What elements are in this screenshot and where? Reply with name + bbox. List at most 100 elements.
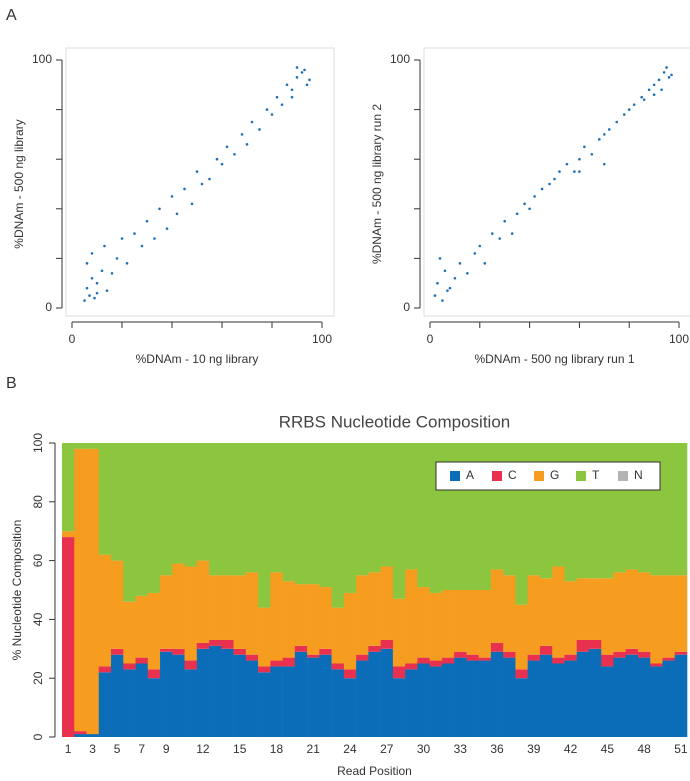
bar-segment xyxy=(490,651,504,737)
point xyxy=(305,83,309,87)
bar-segment xyxy=(368,572,381,646)
point xyxy=(490,232,494,235)
bar-segment xyxy=(172,648,185,655)
point xyxy=(250,120,254,124)
bar-segment xyxy=(160,651,173,737)
legend-swatch xyxy=(576,471,586,481)
bar-segment xyxy=(417,587,430,658)
point xyxy=(640,95,643,99)
y-tick-label: 80 xyxy=(31,495,45,509)
point xyxy=(88,294,91,297)
legend-swatch xyxy=(534,471,544,481)
point xyxy=(280,103,284,106)
bar-segment xyxy=(147,678,161,737)
bar-segment xyxy=(270,443,283,573)
point xyxy=(190,202,194,206)
point xyxy=(652,93,656,97)
bar-segment xyxy=(258,666,271,673)
point xyxy=(578,170,581,173)
legend-label: G xyxy=(550,468,559,482)
point xyxy=(85,262,89,265)
point xyxy=(578,157,581,161)
bar-segment xyxy=(625,569,639,649)
bar-segment xyxy=(539,645,553,655)
point xyxy=(285,83,289,87)
x-tick-label: 51 xyxy=(674,742,688,756)
y-tick-label: 100 xyxy=(31,433,45,453)
bar-segment xyxy=(86,448,100,735)
point xyxy=(603,133,606,136)
point xyxy=(170,195,174,198)
bar-segment xyxy=(454,651,467,658)
point xyxy=(622,113,626,116)
bar-segment xyxy=(245,572,259,655)
bar-segment xyxy=(111,648,124,655)
point xyxy=(90,252,94,255)
bar-segment xyxy=(209,575,222,640)
point xyxy=(657,78,661,82)
bar-segment xyxy=(576,651,590,737)
y-axis-title: % Nucleotide Composition xyxy=(10,520,24,661)
bar-segment xyxy=(196,642,210,649)
bar-segment xyxy=(123,669,136,737)
point xyxy=(603,162,606,166)
point xyxy=(233,152,236,156)
point xyxy=(533,195,536,198)
point xyxy=(105,289,109,292)
point xyxy=(540,187,544,191)
bar-segment xyxy=(74,448,87,732)
point xyxy=(438,257,442,260)
legend-label: T xyxy=(592,468,600,482)
point xyxy=(175,212,179,216)
bar-segment xyxy=(527,654,541,661)
bar-segment xyxy=(576,639,590,652)
bar-segment xyxy=(62,531,75,538)
y-tick-label: 0 xyxy=(45,300,52,314)
y-tick-label: 100 xyxy=(32,52,52,66)
bar-segment xyxy=(331,443,345,608)
bar-segment xyxy=(111,654,124,737)
bar-segment xyxy=(674,654,688,737)
bar-segment xyxy=(552,663,565,737)
x-axis-title: %DNAm - 10 ng library xyxy=(136,352,259,366)
point xyxy=(515,212,519,216)
point xyxy=(565,162,569,166)
bar-segment xyxy=(515,678,528,737)
bar-segment xyxy=(637,572,651,652)
bar-segment xyxy=(527,660,541,737)
x-tick-label: 0 xyxy=(427,332,434,346)
point xyxy=(115,257,119,260)
x-tick-label: 30 xyxy=(417,742,431,756)
bar-segment xyxy=(613,572,627,652)
bar-segment xyxy=(564,654,578,661)
bar-segment xyxy=(454,590,467,652)
bar-segment xyxy=(135,595,149,658)
bar-segment xyxy=(307,654,320,658)
bar-segment xyxy=(245,660,259,737)
bar-segment xyxy=(343,678,357,737)
point xyxy=(660,88,663,92)
bar-segment xyxy=(650,666,663,737)
bar-segment xyxy=(196,648,210,737)
bar-segment xyxy=(662,660,676,737)
bar-segment xyxy=(368,443,381,573)
bar-segment xyxy=(576,578,590,640)
point xyxy=(220,162,224,166)
bar-segment xyxy=(625,654,639,737)
bar-segment xyxy=(674,651,688,655)
bar-segment xyxy=(564,581,578,655)
bar-segment xyxy=(356,654,369,661)
bar-segment xyxy=(552,657,565,664)
x-tick-label: 100 xyxy=(312,332,332,346)
point xyxy=(558,170,561,173)
bar-segment xyxy=(209,639,222,646)
x-tick-label: 36 xyxy=(490,742,504,756)
point xyxy=(478,244,482,248)
plot-frame xyxy=(423,47,690,317)
bar-segment xyxy=(184,566,198,661)
point xyxy=(553,177,556,181)
x-tick-label: 45 xyxy=(601,742,615,756)
bar-segment xyxy=(319,648,332,655)
point xyxy=(165,227,169,230)
